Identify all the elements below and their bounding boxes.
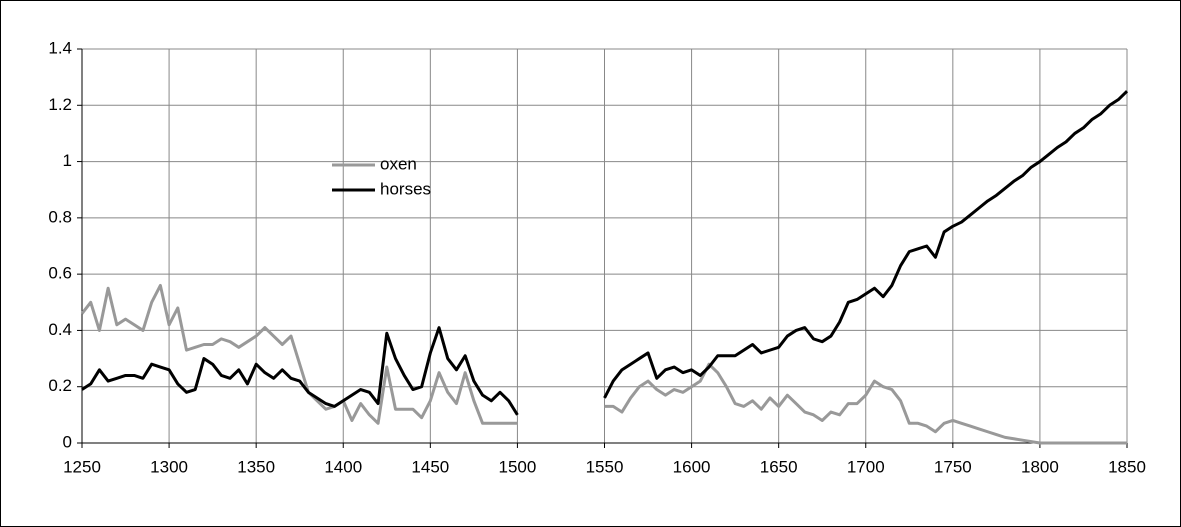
x-tick-label: 1750 — [934, 457, 972, 476]
x-tick-label: 1450 — [411, 457, 449, 476]
legend-label: oxen — [380, 154, 417, 173]
x-tick-label: 1850 — [1108, 457, 1146, 476]
y-tick-label: 0 — [63, 432, 72, 451]
x-tick-label: 1650 — [760, 457, 798, 476]
x-tick-label: 1400 — [324, 457, 362, 476]
y-tick-label: 0.6 — [48, 264, 72, 283]
x-tick-label: 1500 — [499, 457, 537, 476]
y-tick-label: 0.2 — [48, 376, 72, 395]
x-tick-label: 1250 — [63, 457, 101, 476]
x-tick-label: 1600 — [673, 457, 711, 476]
y-tick-label: 1 — [63, 151, 72, 170]
x-tick-label: 1300 — [150, 457, 188, 476]
x-tick-label: 1350 — [237, 457, 275, 476]
y-tick-label: 0.8 — [48, 207, 72, 226]
x-tick-label: 1700 — [847, 457, 885, 476]
y-tick-label: 1.4 — [48, 38, 72, 57]
x-tick-label: 1550 — [586, 457, 624, 476]
series-line — [80, 283, 1127, 445]
y-tick-label: 0.4 — [48, 320, 72, 339]
x-tick-label: 1800 — [1021, 457, 1059, 476]
series-line — [81, 90, 1129, 416]
legend-label: horses — [380, 179, 431, 198]
y-tick-label: 1.2 — [48, 95, 72, 114]
